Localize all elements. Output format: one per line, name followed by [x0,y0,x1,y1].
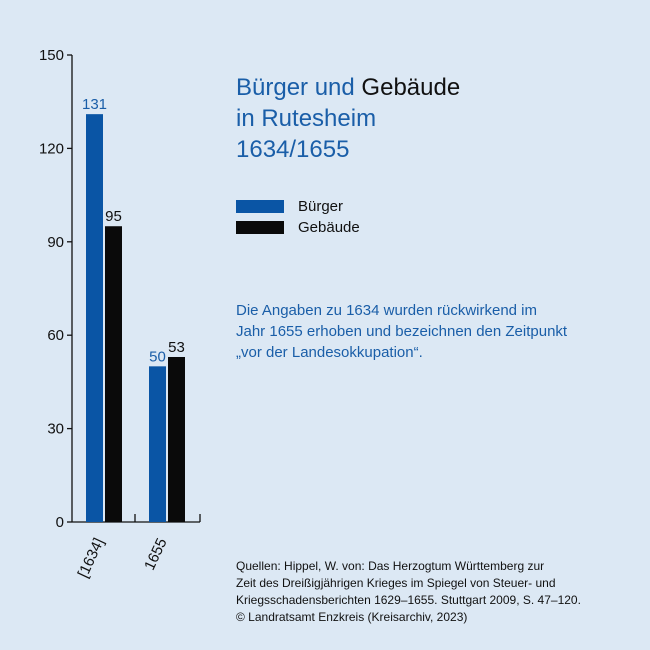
bar [149,366,166,522]
sources: Quellen: Hippel, W. von: Das Herzogtum W… [236,558,636,626]
y-tick-label: 120 [39,140,64,157]
y-tick-label: 90 [47,234,64,251]
footnote-line-3: „vor der Landesokkupation“. [236,344,423,361]
title-part-gebaeude: Gebäude [361,74,461,101]
y-tick-label: 60 [47,327,64,344]
footnote-line-2: Jahr 1655 erhoben und bezeichnen den Zei… [236,323,568,340]
title-line-2: in Rutesheim [236,105,377,132]
legend-item-buerger: Bürger [236,196,360,217]
sources-line-1: Quellen: Hippel, W. von: Das Herzogtum W… [236,559,545,573]
bar [105,226,122,522]
data-label: 50 [149,348,166,365]
title-part-buerger: Bürger und [236,74,355,101]
chart-title: Bürger und Gebäude in Rutesheim 1634/165… [236,72,460,165]
footnote-line-1: Die Angaben zu 1634 wurden rückwirkend i… [236,302,538,319]
copyright: © Landratsamt Enzkreis (Kreisarchiv, 202… [236,610,468,624]
bar [86,114,103,523]
legend-label-gebaeude: Gebäude [298,219,360,236]
x-category-label: 1655 [141,536,171,573]
sources-line-2: Zeit des Dreißigjährigen Krieges im Spie… [236,576,556,590]
legend-swatch-buerger [236,200,284,213]
legend: Bürger Gebäude [236,196,360,238]
data-label: 53 [168,339,185,356]
legend-swatch-gebaeude [236,221,284,234]
legend-label-buerger: Bürger [298,198,344,215]
title-line-3: 1634/1655 [236,136,350,163]
sources-line-3: Kriegsschadensberichten 1629–1655. Stutt… [236,593,581,607]
y-tick-label: 0 [56,514,64,531]
data-label: 95 [105,208,122,225]
y-tick-label: 30 [47,421,64,438]
x-category-label: [1634] [75,536,108,581]
data-label: 131 [82,96,107,113]
legend-item-gebaeude: Gebäude [236,217,360,238]
footnote: Die Angaben zu 1634 wurden rückwirkend i… [236,300,636,363]
bar [168,356,185,522]
y-tick-label: 150 [39,47,64,64]
